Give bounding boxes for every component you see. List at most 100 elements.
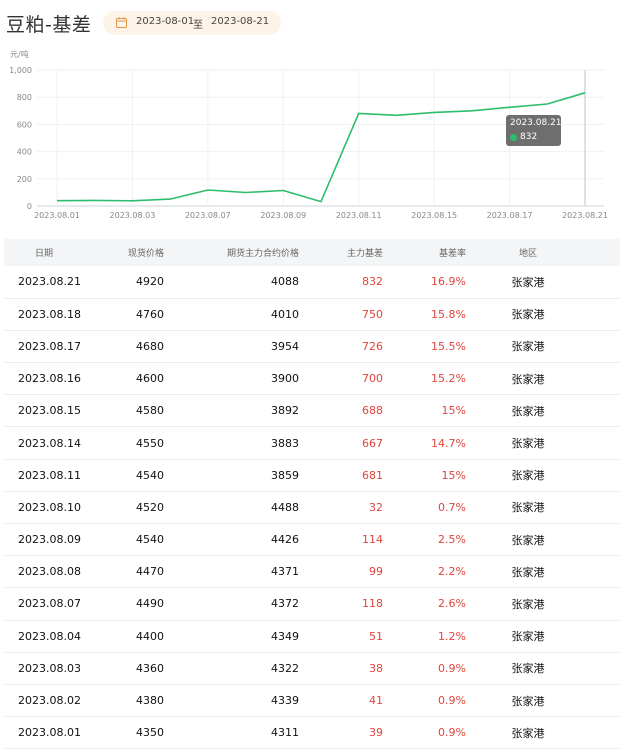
cell-spot-price: 4680 [92, 330, 164, 364]
cell-date: 2023.08.07 [4, 587, 92, 621]
table-row: 2023.08.14 4550 3883 667 14.7% 张家港 [4, 426, 620, 460]
cell-basis: 681 [299, 459, 383, 492]
cell-spot-price: 4760 [92, 298, 164, 331]
col-header-region[interactable]: 地区 [466, 239, 620, 266]
cell-region: 张家港 [466, 266, 620, 299]
cell-spot-price: 4920 [92, 266, 164, 299]
col-header-date[interactable]: 日期 [4, 239, 92, 266]
cell-basis: 51 [299, 620, 383, 653]
cell-date: 2023.08.10 [4, 491, 92, 525]
cell-date: 2023.08.08 [4, 555, 92, 589]
cell-futures-price: 3892 [164, 394, 299, 428]
cell-spot-price: 4350 [92, 716, 164, 750]
cell-basis-rate: 15% [383, 459, 466, 492]
x-tick-label: 2023.08.21 [562, 211, 608, 220]
cell-region: 张家港 [466, 555, 620, 589]
cell-spot-price: 4380 [92, 684, 164, 718]
cell-futures-price: 4349 [164, 620, 299, 653]
y-tick-label: 600 [17, 120, 32, 129]
table-row: 2023.08.07 4490 4372 118 2.6% 张家港 [4, 587, 620, 621]
table-row: 2023.08.11 4540 3859 681 15% 张家港 [4, 459, 620, 492]
cell-basis-rate: 1.2% [383, 620, 466, 653]
date-separator: 至 [193, 20, 203, 31]
cell-date: 2023.08.09 [4, 523, 92, 557]
x-tick-label: 2023.08.03 [110, 211, 156, 220]
cell-basis-rate: 0.9% [383, 716, 466, 750]
cell-region: 张家港 [466, 459, 620, 492]
cell-basis-rate: 15.5% [383, 330, 466, 364]
x-tick-label: 2023.08.15 [411, 211, 457, 220]
tooltip-series-dot [510, 134, 517, 141]
cell-basis: 750 [299, 298, 383, 331]
tooltip-date: 2023.08.21 [510, 118, 562, 128]
cell-futures-price: 4426 [164, 523, 299, 557]
col-header-futures-price[interactable]: 期货主力合约价格 [164, 239, 299, 266]
table-row: 2023.08.16 4600 3900 700 15.2% 张家港 [4, 362, 620, 396]
y-tick-label: 800 [17, 93, 32, 102]
date-range-picker[interactable]: 2023-08-01 至 2023-08-21 [103, 11, 281, 35]
end-date-input[interactable]: 2023-08-21 [211, 16, 270, 27]
cell-futures-price: 4311 [164, 716, 299, 750]
cell-basis: 118 [299, 587, 383, 621]
calendar-icon [116, 17, 127, 28]
cell-basis-rate: 16.9% [383, 266, 466, 299]
tooltip-value: 832 [520, 132, 538, 142]
cell-region: 张家港 [466, 330, 620, 364]
cell-futures-price: 4371 [164, 555, 299, 589]
cell-region: 张家港 [466, 652, 620, 685]
cell-region: 张家港 [466, 684, 620, 718]
cell-region: 张家港 [466, 587, 620, 621]
cell-basis: 726 [299, 330, 383, 364]
cell-basis: 700 [299, 362, 383, 396]
table-row: 2023.08.21 4920 4088 832 16.9% 张家港 [4, 266, 620, 299]
col-header-spot-price[interactable]: 现货价格 [92, 239, 164, 266]
x-tick-label: 2023.08.11 [336, 211, 382, 220]
y-axis-unit: 元/吨 [10, 50, 29, 59]
cell-futures-price: 3954 [164, 330, 299, 364]
x-tick-label: 2023.08.07 [185, 211, 231, 220]
cell-futures-price: 4339 [164, 684, 299, 718]
cell-date: 2023.08.03 [4, 652, 92, 685]
cell-region: 张家港 [466, 716, 620, 750]
cell-basis-rate: 0.7% [383, 491, 466, 525]
cell-date: 2023.08.17 [4, 330, 92, 364]
col-header-basis-rate[interactable]: 基差率 [383, 239, 466, 266]
cell-futures-price: 4488 [164, 491, 299, 525]
cell-region: 张家港 [466, 298, 620, 331]
cell-spot-price: 4490 [92, 587, 164, 621]
cell-date: 2023.08.16 [4, 362, 92, 396]
cell-basis: 38 [299, 652, 383, 685]
table-row: 2023.08.10 4520 4488 32 0.7% 张家港 [4, 491, 620, 525]
table-row: 2023.08.18 4760 4010 750 15.8% 张家港 [4, 298, 620, 331]
cell-basis-rate: 2.5% [383, 523, 466, 557]
cell-date: 2023.08.04 [4, 620, 92, 653]
cell-region: 张家港 [466, 523, 620, 557]
cell-basis-rate: 2.2% [383, 555, 466, 589]
table-row: 2023.08.17 4680 3954 726 15.5% 张家港 [4, 330, 620, 364]
cell-futures-price: 4010 [164, 298, 299, 331]
cell-date: 2023.08.11 [4, 459, 92, 492]
table-row: 2023.08.04 4400 4349 51 1.2% 张家港 [4, 620, 620, 653]
col-header-basis[interactable]: 主力基差 [299, 239, 383, 266]
cell-date: 2023.08.02 [4, 684, 92, 718]
series-line [56, 92, 586, 203]
cell-basis-rate: 15.8% [383, 298, 466, 331]
cell-basis: 667 [299, 426, 383, 460]
basis-line-chart[interactable]: 0 200 400 600 800 1,000 2023.08.01 2023.08.03 20… [0, 55, 620, 225]
table-row: 2023.08.01 4350 4311 39 0.9% 张家港 [4, 716, 620, 750]
table-row: 2023.08.09 4540 4426 114 2.5% 张家港 [4, 523, 620, 557]
cell-spot-price: 4580 [92, 394, 164, 428]
start-date-input[interactable]: 2023-08-01 [136, 16, 195, 27]
cell-spot-price: 4600 [92, 362, 164, 396]
cell-spot-price: 4360 [92, 652, 164, 685]
table-row: 2023.08.03 4360 4322 38 0.9% 张家港 [4, 652, 620, 685]
cell-date: 2023.08.18 [4, 298, 92, 331]
cell-region: 张家港 [466, 426, 620, 460]
cell-futures-price: 4322 [164, 652, 299, 685]
cell-basis: 32 [299, 491, 383, 525]
cell-basis-rate: 2.6% [383, 587, 466, 621]
cell-basis-rate: 0.9% [383, 684, 466, 718]
cell-spot-price: 4550 [92, 426, 164, 460]
cell-spot-price: 4520 [92, 491, 164, 525]
cell-basis-rate: 14.7% [383, 426, 466, 460]
